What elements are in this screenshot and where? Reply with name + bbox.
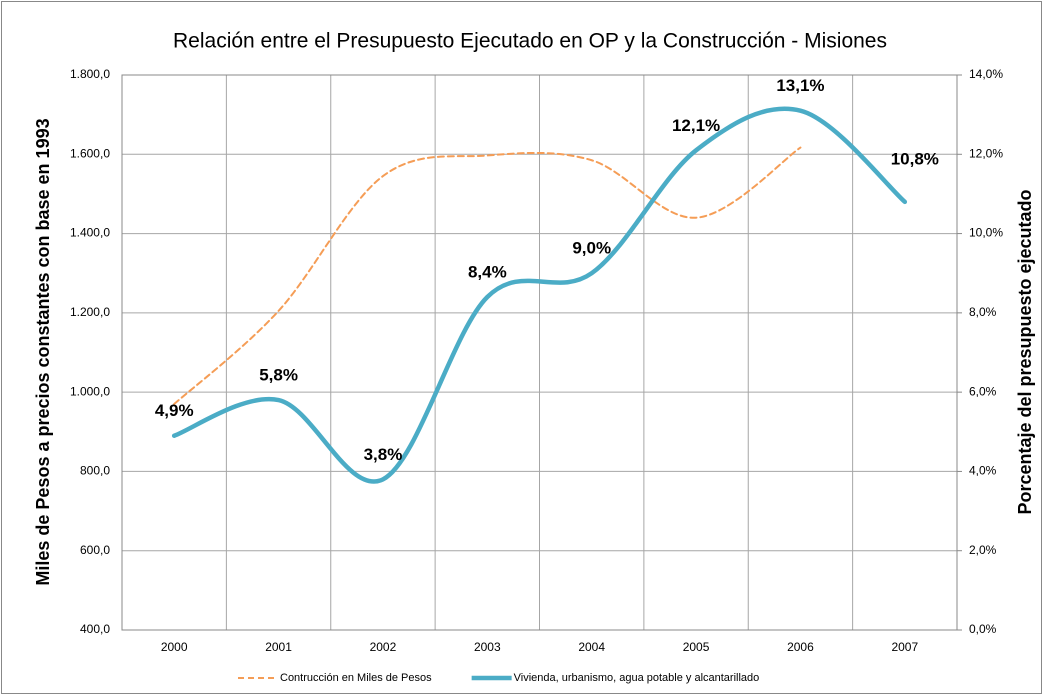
y-tick-label: 600,0 [80,543,110,557]
y2-tick-label: 4,0% [969,464,997,478]
x-tick-label: 2003 [474,640,501,654]
y-tick-label: 800,0 [80,464,110,478]
x-tick-label: 2004 [578,640,605,654]
y2-tick-label: 12,0% [969,146,1003,160]
y-tick-label: 1.200,0 [70,305,110,319]
y2-axis-title: Porcentaje del presupuesto ejecutado [1015,189,1035,514]
data-label: 12,1% [672,116,720,135]
y-tick-label: 1.600,0 [70,146,110,160]
y2-tick-label: 14,0% [969,67,1003,81]
y2-tick-label: 2,0% [969,543,997,557]
y2-tick-label: 8,0% [969,305,997,319]
y2-tick-label: 10,0% [969,226,1003,240]
data-label: 10,8% [891,149,939,168]
data-label: 9,0% [572,239,611,258]
y2-tick-label: 6,0% [969,384,997,398]
plot-border [121,74,958,631]
series-line [171,106,908,484]
y-tick-label: 400,0 [80,622,110,636]
legend-label: Contrucción en Miles de Pesos [280,672,432,684]
chart-title: Relación entre el Presupuesto Ejecutado … [173,30,887,53]
y2-tick-label: 0,0% [969,622,997,636]
x-tick-label: 2000 [161,640,188,654]
y-tick-label: 1.000,0 [70,384,110,398]
x-tick-label: 2005 [683,640,710,654]
y-tick-label: 1.800,0 [70,67,110,81]
series-line [173,146,802,406]
x-tick-label: 2006 [787,640,814,654]
data-label: 13,1% [776,76,824,95]
y-tick-label: 1.400,0 [70,226,110,240]
y-axis-title: Miles de Pesos a precios constantes con … [33,118,53,585]
data-label: 5,8% [259,366,298,385]
x-tick-label: 2001 [265,640,292,654]
data-label: 8,4% [468,262,507,281]
x-tick-label: 2007 [891,640,918,654]
data-label: 4,9% [155,401,194,420]
x-tick-label: 2002 [370,640,397,654]
legend-label: Vivienda, urbanismo, agua potable y alca… [514,672,760,684]
data-label: 3,8% [364,445,403,464]
